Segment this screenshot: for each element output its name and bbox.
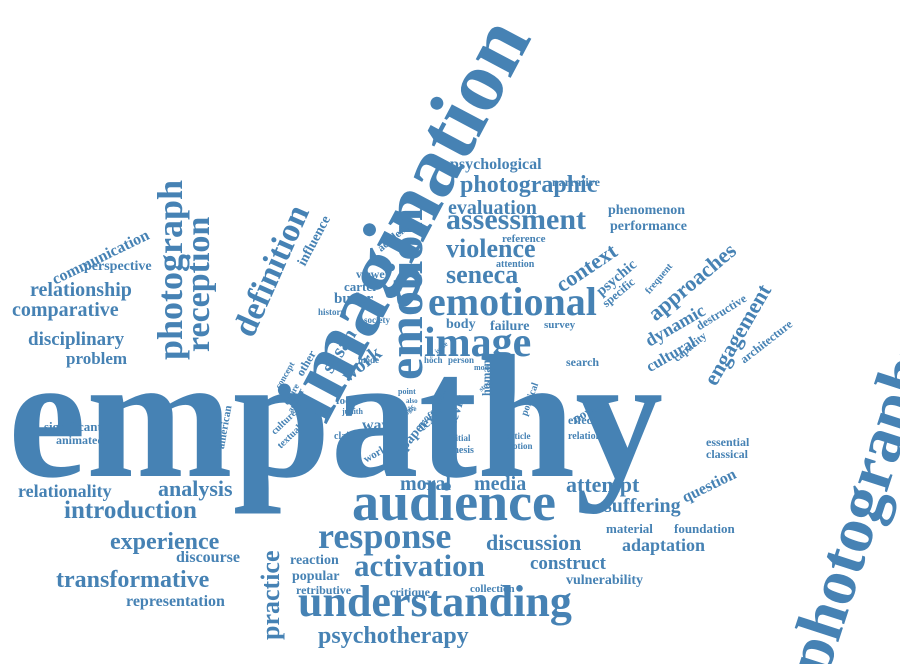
cloud-word: practice <box>256 550 285 640</box>
cloud-word: significant <box>44 419 102 434</box>
cloud-word: attempt <box>566 472 640 497</box>
cloud-word: material <box>606 521 653 536</box>
cloud-word: also <box>406 397 418 405</box>
cloud-word: construct <box>530 553 606 574</box>
cloud-word: butler <box>334 291 374 307</box>
cloud-word: essential <box>706 435 750 449</box>
cloud-word: judith <box>342 407 363 416</box>
cloud-word: animated <box>56 433 104 447</box>
cloud-word: effect <box>568 413 596 427</box>
cloud-word: narrative <box>552 175 600 189</box>
cloud-word: höch <box>424 355 443 365</box>
cloud-word: seneca <box>446 260 519 289</box>
cloud-word: transformative <box>56 567 210 593</box>
cloud-word: attention <box>496 259 535 270</box>
cloud-word: violence <box>446 234 536 263</box>
cloud-word: collection <box>470 583 515 595</box>
cloud-word: photography <box>771 315 900 664</box>
cloud-word: classical <box>706 447 748 461</box>
cloud-word: person <box>448 355 475 365</box>
cloud-word: phenomenon <box>608 203 686 218</box>
cloud-word: article <box>506 431 531 441</box>
cloud-word: society <box>364 315 390 325</box>
cloud-word: question <box>679 465 739 507</box>
cloud-word: introduction <box>64 497 197 524</box>
cloud-word: comparative <box>12 299 119 321</box>
cloud-word: empathy <box>8 320 664 515</box>
cloud-word: assessment <box>446 203 586 236</box>
cloud-word: notion <box>508 441 533 451</box>
cloud-word: audience <box>352 472 557 532</box>
cloud-word: popular <box>292 569 340 584</box>
cloud-word: performance <box>610 219 687 234</box>
cloud-word: adaptation <box>622 535 706 555</box>
cloud-word: reception <box>180 216 217 352</box>
cloud-word: critique <box>390 585 430 599</box>
cloud-word: foundation <box>674 521 735 536</box>
cloud-word: mode <box>358 355 379 365</box>
cloud-word: relation <box>568 431 602 442</box>
cloud-word: analysis <box>158 476 233 501</box>
cloud-word: discourse <box>176 549 240 566</box>
cloud-word: understanding <box>298 577 572 626</box>
cloud-word: history <box>318 307 345 317</box>
cloud-word: evaluation <box>448 197 537 219</box>
cloud-word: problem <box>66 349 128 368</box>
cloud-word: vulnerability <box>566 573 644 588</box>
cloud-word: media <box>474 473 527 495</box>
cloud-word: relationality <box>18 481 112 501</box>
cloud-word: survey <box>544 319 576 331</box>
cloud-word: suffering <box>604 495 681 517</box>
cloud-word: case <box>404 405 417 413</box>
cloud-word: moral <box>400 473 452 495</box>
cloud-word: activation <box>354 548 485 583</box>
cloud-word: model <box>474 363 495 372</box>
cloud-word: thesis <box>450 445 474 456</box>
cloud-word: response <box>318 516 452 556</box>
cloud-word: way <box>362 417 390 434</box>
cloud-word: initial <box>448 433 471 443</box>
cloud-word: retributive <box>296 583 352 597</box>
cloud-word: reference <box>502 233 546 245</box>
cloud-word: focus <box>336 395 361 407</box>
cloud-word: psychological <box>450 156 542 173</box>
cloud-word: claim <box>334 431 358 442</box>
cloud-word: disciplinary <box>28 329 125 350</box>
cloud-word: emotional <box>428 279 597 324</box>
cloud-word: reaction <box>290 553 339 568</box>
cloud-word: body <box>446 317 476 332</box>
cloud-word: representation <box>126 593 225 610</box>
cloud-word: psychotherapy <box>318 623 469 649</box>
cloud-word: image <box>424 320 532 366</box>
cloud-word: experience <box>110 529 220 555</box>
cloud-word: point <box>398 387 416 396</box>
cloud-word: relationship <box>30 279 132 301</box>
cloud-word: failure <box>490 319 530 334</box>
cloud-word: perspective <box>84 259 152 274</box>
cloud-word: viewer <box>356 267 390 281</box>
cloud-word: carter <box>344 279 378 294</box>
cloud-word: search <box>566 355 600 369</box>
cloud-word: photographic <box>460 172 598 198</box>
cloud-word: discussion <box>486 530 582 555</box>
